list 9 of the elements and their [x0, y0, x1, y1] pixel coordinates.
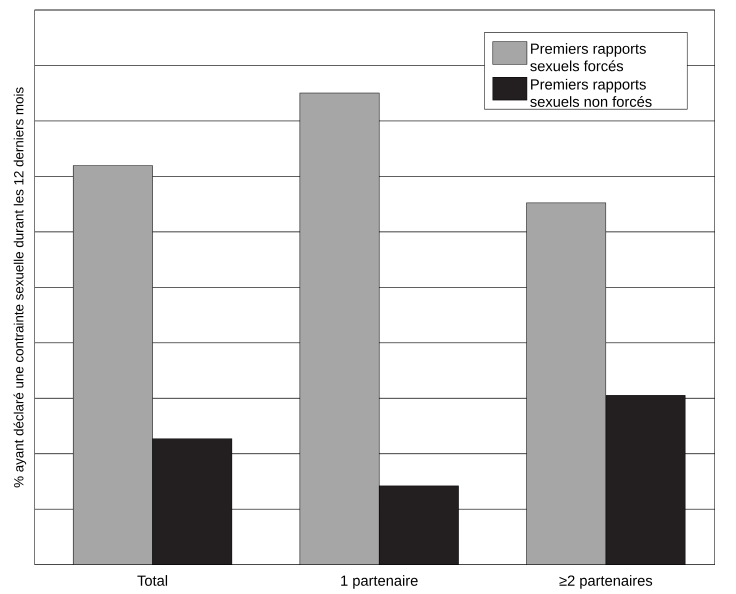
x-tick-label: ≥2 partenaires	[560, 575, 652, 589]
bar	[152, 438, 232, 565]
y-axis-title: % ayant déclaré une contrainte sexuelle durant les 12 derniers mois	[14, 87, 26, 488]
bar	[378, 486, 459, 565]
legend-label: Premiers rapports sexuels non forcés	[530, 78, 652, 107]
bar	[606, 395, 686, 565]
x-tick-label: 1 partenaire	[341, 575, 418, 589]
legend-label: Premiers rapports sexuels forcés	[530, 43, 646, 72]
x-tick-label: Total	[137, 575, 168, 586]
